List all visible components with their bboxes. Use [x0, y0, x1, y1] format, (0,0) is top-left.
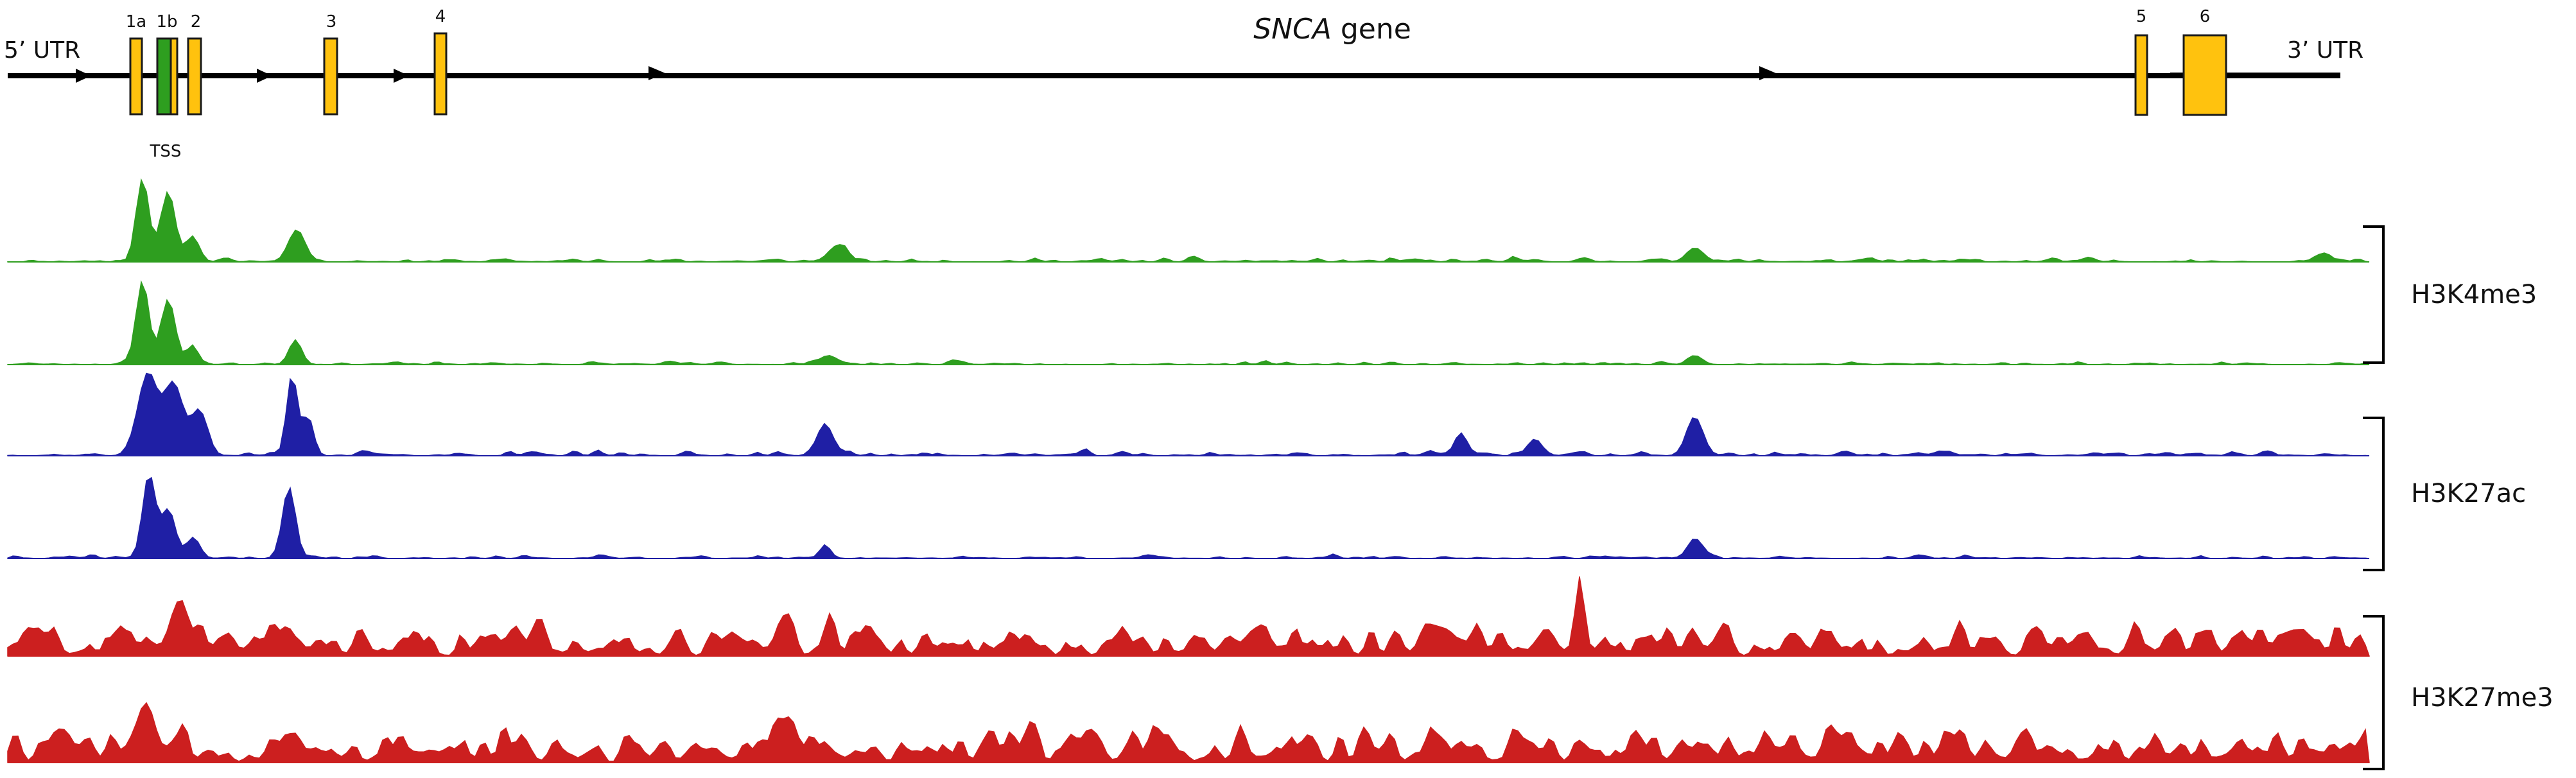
chip-seq-tracks	[7, 178, 2371, 763]
gene-title: SNCA gene	[1253, 13, 1411, 46]
signal-track-2	[7, 280, 2370, 365]
group-label-h3k4me3: H3K4me3	[2411, 280, 2537, 309]
bracket	[2363, 615, 2385, 770]
direction-arrow	[648, 66, 665, 80]
exon-1a	[129, 37, 143, 116]
signal-track-6	[7, 702, 2370, 763]
utr-3-label: 3’ UTR	[2287, 37, 2363, 64]
bracket-h3k27ac: H3K27ac	[2363, 417, 2526, 571]
direction-arrow	[257, 69, 272, 83]
gene-model: 1a 1b 2 3 4 5 6 5’ UTR 3’ UTR TSS SNCA g…	[4, 7, 2363, 161]
exon-label-1a: 1a	[126, 12, 146, 31]
direction-arrow	[394, 69, 409, 83]
signal-track-4	[7, 476, 2370, 559]
exon-label-5: 5	[2136, 7, 2147, 26]
exon-1b-edge	[170, 37, 178, 116]
bracket-h3k27me3: H3K27me3	[2363, 615, 2554, 770]
bracket	[2363, 225, 2385, 364]
exon-4	[433, 32, 448, 116]
bracket	[2363, 417, 2385, 571]
bracket-h3k4me3: H3K4me3	[2363, 225, 2537, 364]
direction-arrow	[76, 69, 91, 83]
exon-label-1b: 1b	[156, 12, 177, 31]
signal-track-1	[7, 178, 2370, 263]
exon-label-2: 2	[191, 12, 202, 31]
exon-2	[187, 37, 202, 116]
exon-label-3: 3	[326, 12, 337, 31]
exon-label-4: 4	[435, 7, 446, 26]
tss-label: TSS	[150, 142, 182, 161]
group-label-h3k27ac: H3K27ac	[2411, 479, 2526, 508]
direction-arrow	[1759, 66, 1776, 80]
gene-word: gene	[1332, 13, 1411, 46]
exon-3	[323, 37, 338, 116]
signal-track-3	[7, 372, 2370, 456]
utr-5-label: 5’ UTR	[4, 37, 80, 64]
exon-label-6: 6	[2200, 7, 2211, 26]
exon-5	[2134, 34, 2148, 116]
exon-6	[2182, 34, 2227, 116]
gene-symbol: SNCA	[1253, 13, 1332, 46]
signal-track-5	[7, 576, 2371, 657]
group-label-h3k27me3: H3K27me3	[2411, 683, 2554, 713]
